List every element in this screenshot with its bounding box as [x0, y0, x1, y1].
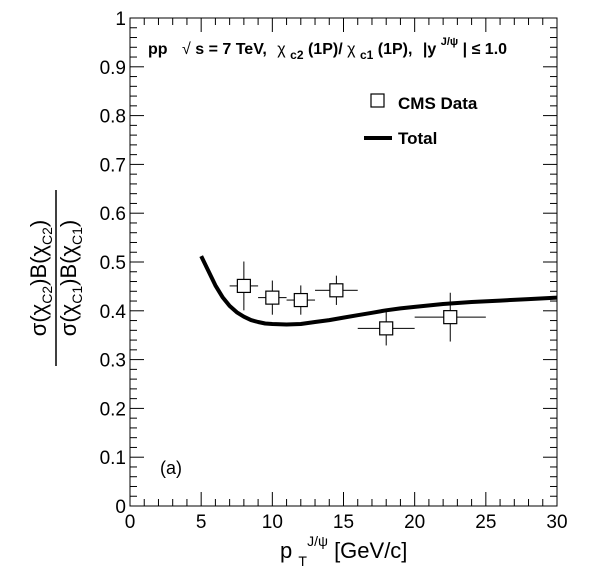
x-tick-label: 15 [333, 512, 354, 533]
y-tick-label: 0.1 [100, 448, 126, 469]
plot-frame [129, 17, 558, 507]
title-abs-y: |y [423, 41, 436, 58]
title-ratio-c2: (1P)/ [308, 41, 343, 58]
data-point-marker [236, 278, 251, 294]
x-axis-title-sup: J/ψ [307, 533, 328, 549]
x-tick-label: 30 [546, 512, 567, 533]
x-axis-ticks [129, 18, 558, 506]
data-point [315, 275, 358, 305]
x-tick-label: 0 [125, 512, 136, 533]
y-tick-label: 0.2 [100, 399, 126, 420]
y-tick-label: 0.3 [100, 351, 126, 372]
y-axis-title: σ(χC2)B(χC2) σ(χC1)B(χC1) [26, 190, 85, 366]
data-point-marker [443, 310, 458, 325]
data-point [286, 285, 316, 315]
data-point-marker [329, 283, 344, 298]
title-sqrt: √ [182, 41, 191, 58]
data-point [414, 292, 486, 342]
y-axis-ticks [130, 17, 557, 507]
title-chi-b: χ [347, 41, 356, 58]
legend: CMS Data Total [364, 93, 478, 148]
legend-label-total: Total [398, 129, 437, 148]
y-tick-label: 0.4 [100, 302, 127, 323]
data-point-marker [379, 321, 394, 336]
chart-title: pp √ s = 7 TeV, χ c2 (1P)/ χ c1 (1P), |y… [148, 32, 507, 63]
title-rapidity-sup: J/ψ [441, 36, 458, 48]
y-axis-title-denominator: σ(χC1)B(χC1) [56, 220, 85, 336]
series-cms-data [229, 261, 486, 346]
title-sub-c1: c1 [360, 48, 374, 62]
legend-label-cms-data: CMS Data [398, 94, 478, 113]
x-tick-label: 5 [196, 512, 207, 533]
data-point-marker [293, 292, 308, 308]
data-point [357, 311, 415, 346]
title-ratio-c1: (1P), [378, 41, 413, 58]
x-axis-tick-labels: 0 5 10 15 20 25 30 [125, 512, 568, 533]
y-tick-label: 0 [115, 497, 126, 518]
y-tick-label: 0.6 [100, 204, 126, 225]
data-point [229, 261, 259, 311]
x-axis-title-sub: T [298, 553, 307, 569]
panel-annotation: (a) [160, 458, 182, 478]
y-axis-title-numerator: σ(χC2)B(χC2) [26, 220, 55, 336]
y-tick-label: 1 [115, 9, 126, 30]
series-total-line [199, 255, 558, 327]
y-tick-label: 0.9 [100, 58, 126, 79]
x-tick-label: 20 [404, 512, 425, 533]
y-tick-label: 0.8 [100, 107, 126, 128]
y-tick-label: 0.7 [100, 155, 126, 176]
legend-marker-cms-data [370, 93, 385, 108]
data-point-marker [265, 290, 280, 305]
x-axis-title-unit: [GeV/c] [334, 538, 407, 563]
y-axis-tick-labels: 0 0.1 0.2 0.3 0.4 0.5 0.6 0.7 0.8 0.9 1 [100, 9, 127, 518]
title-prefix: pp [148, 41, 168, 58]
data-point [258, 280, 287, 315]
y-tick-label: 0.5 [100, 253, 126, 274]
x-tick-label: 25 [475, 512, 496, 533]
x-axis-title-main: p [280, 538, 292, 563]
x-tick-label: 10 [262, 512, 283, 533]
title-chi-a: χ [277, 41, 286, 58]
title-energy: s = 7 TeV, [195, 41, 267, 58]
x-axis-title: p T J/ψ [GeV/c] [280, 526, 407, 571]
title-rapidity-tail: | ≤ 1.0 [463, 41, 507, 58]
title-sub-c2: c2 [290, 48, 304, 62]
